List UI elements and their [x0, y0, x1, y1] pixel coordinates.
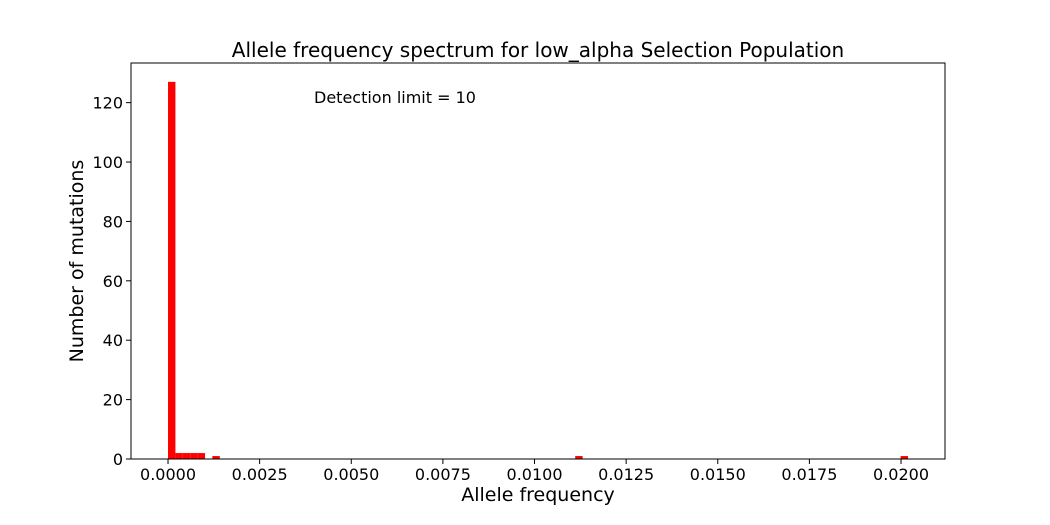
x-tick-label: 0.0025 — [232, 465, 288, 484]
y-tick-label: 100 — [92, 153, 123, 172]
y-tick-label: 120 — [92, 94, 123, 113]
x-tick-label: 0.0200 — [873, 465, 929, 484]
histogram-bar — [190, 453, 198, 459]
y-tick-label: 40 — [103, 331, 123, 350]
y-axis: 0 20 40 60 80 100 120 — [92, 94, 131, 469]
bars-group — [168, 81, 909, 459]
y-tick-label: 20 — [103, 391, 123, 410]
x-tick-label: 0.0100 — [507, 465, 563, 484]
x-tick-label: 0.0000 — [140, 465, 196, 484]
histogram-bar — [168, 81, 176, 459]
histogram-bar — [182, 453, 191, 459]
y-tick-label: 0 — [113, 450, 123, 469]
chart-title: Allele frequency spectrum for low_alpha … — [232, 38, 844, 62]
y-tick-label: 60 — [103, 272, 123, 291]
x-tick-label: 0.0075 — [415, 465, 471, 484]
histogram-bar — [175, 453, 183, 459]
x-axis-title: Allele frequency — [461, 484, 615, 506]
x-axis: 0.0000 0.0025 0.0050 0.0075 0.0100 0.0125 0.01… — [140, 459, 929, 484]
x-tick-label: 0.0050 — [323, 465, 379, 484]
plot-frame — [130, 62, 946, 460]
x-tick-label: 0.0125 — [598, 465, 654, 484]
x-tick-label: 0.0175 — [781, 465, 837, 484]
histogram-bar — [197, 453, 206, 459]
histogram-bar — [575, 456, 583, 459]
detection-limit-annotation: Detection limit = 10 — [314, 88, 476, 107]
histogram-bar — [212, 456, 220, 459]
y-tick-label: 80 — [103, 212, 123, 231]
histogram-bar — [900, 456, 909, 459]
y-axis-title: Number of mutations — [66, 160, 88, 363]
x-tick-label: 0.0150 — [690, 465, 746, 484]
